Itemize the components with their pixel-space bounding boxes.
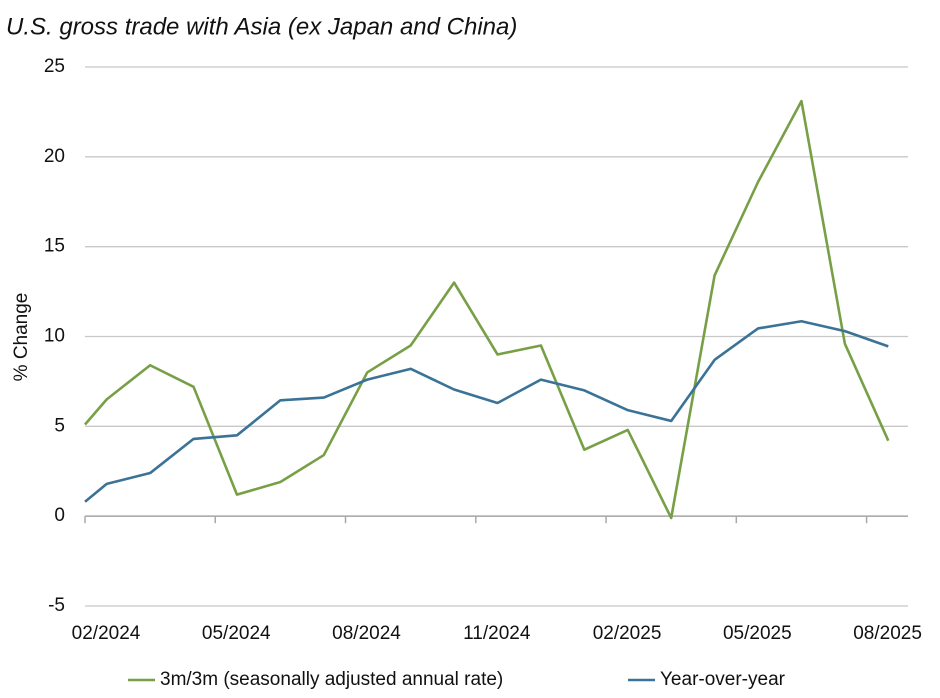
y-tick-label: 15 xyxy=(44,236,65,257)
y-tick-label: 20 xyxy=(44,146,65,167)
y-tick-label: 0 xyxy=(54,505,65,526)
chart-title: U.S. gross trade with Asia (ex Japan and… xyxy=(6,13,517,40)
x-tick-label: 11/2024 xyxy=(463,623,531,644)
x-tick-label: 02/2025 xyxy=(593,623,662,644)
series-line xyxy=(84,319,889,503)
x-tick-label: 02/2024 xyxy=(72,623,141,644)
x-tick-label: 08/2025 xyxy=(853,623,922,644)
series-line xyxy=(84,99,890,520)
y-tick-label: 10 xyxy=(44,326,65,347)
x-tick-label: 05/2024 xyxy=(202,623,271,644)
y-tick-label: -5 xyxy=(48,595,65,616)
y-axis-label: % Change xyxy=(11,293,32,382)
y-tick-label: 25 xyxy=(44,56,65,77)
x-tick-label: 05/2025 xyxy=(723,623,792,644)
x-tick-label: 08/2024 xyxy=(332,623,401,644)
legend-label: Year-over-year xyxy=(660,669,786,690)
legend-label: 3m/3m (seasonally adjusted annual rate) xyxy=(160,669,503,690)
y-tick-label: 5 xyxy=(54,415,65,436)
